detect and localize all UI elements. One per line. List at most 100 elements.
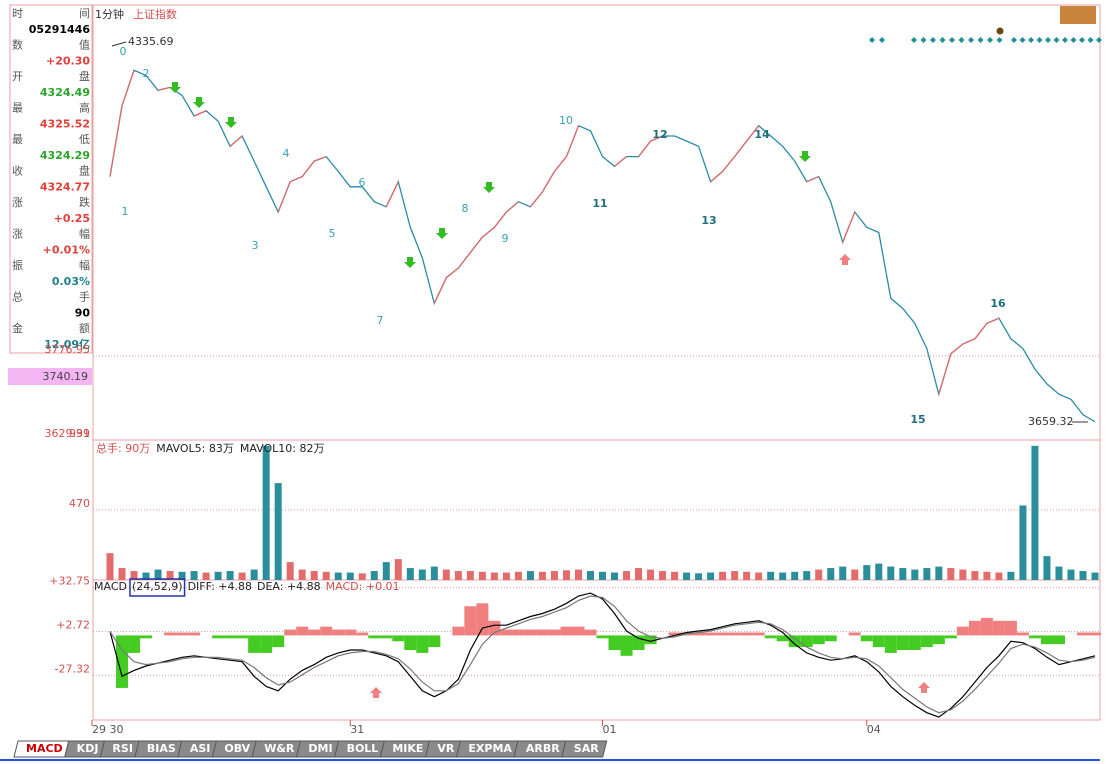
wave-label: 6 [359,176,366,189]
rise-segment [157,86,171,91]
macd-bar [704,632,717,636]
info-value: +20.30 [46,55,90,68]
macd-bar [500,629,513,636]
rise-segment [650,135,663,142]
rise-segment [385,181,399,208]
volume-bar [899,568,907,580]
param-box[interactable] [129,578,186,597]
rise-segment [301,160,315,177]
info-value: 4325.52 [40,118,90,131]
rise-segment [974,322,988,340]
volume-bar [947,568,955,580]
volume-bar [755,572,763,580]
tab-label[interactable]: ARBR [526,742,560,755]
tab-label[interactable]: W&R [264,742,295,755]
macd-bar [980,617,993,636]
volume-bar [166,571,174,580]
info-value: 90 [75,307,91,320]
rise-segment [806,175,819,183]
marker [1011,37,1017,43]
toolbar-icon[interactable] [1060,6,1096,24]
macd-bar [188,632,201,636]
marker [939,37,946,43]
macd-bar [1052,635,1065,645]
volume-legend: MAVOL10: 82万 [240,442,325,455]
volume-bar [1031,445,1039,580]
volume-bar [1067,569,1075,580]
tab-label[interactable]: DMI [308,742,332,755]
rise-segment [109,105,123,177]
marker [987,37,993,43]
macd-bar [752,632,765,636]
tab[interactable] [561,740,608,758]
marker [958,37,965,43]
volume-bar [502,572,510,580]
tab-label[interactable]: EXPMA [468,742,512,755]
up-arrow [370,687,382,698]
volume-bar [863,565,871,580]
volume-bar [1055,566,1063,580]
tab-label[interactable]: ASI [190,742,211,755]
macd-bar [968,620,981,636]
marker [1045,37,1051,43]
tab-label[interactable]: VR [437,742,455,755]
tab-label[interactable]: OBV [224,742,250,755]
down-arrow [169,82,181,93]
macd-bar [860,635,873,642]
rise-segment [445,267,459,279]
y-tick-label: 939 [69,427,90,440]
marker [911,37,917,43]
macd-bar [728,632,741,636]
macd-bar [572,626,585,636]
volume-bar [478,571,486,580]
volume-bar [202,572,210,580]
tab-label[interactable]: BIAS [147,742,176,755]
rise-segment [938,353,952,395]
tab-label[interactable]: KDJ [77,742,99,755]
rise-segment [529,191,543,208]
rise-segment [121,70,135,106]
rise-segment [481,226,495,238]
tab-label[interactable]: SAR [574,742,599,755]
volume-bar [550,571,558,580]
tab-label[interactable]: RSI [112,742,133,755]
macd-bar [956,626,969,636]
wave-label: 7 [377,314,384,327]
tab-label[interactable]: MIKE [392,742,423,755]
volume-bar [803,571,811,580]
macd-bar [296,626,309,636]
volume-bar [647,569,655,580]
rise-segment [710,170,724,183]
tab-label[interactable]: BOLL [347,742,379,755]
x-tick-label: 29 30 [92,723,124,736]
marker [1096,37,1102,43]
volume-bar [562,570,570,580]
volume-bar [226,571,234,580]
volume-bar [238,572,246,580]
volume-bar [875,563,883,580]
macd-bar [992,620,1005,636]
macd-bar [740,632,753,636]
down-arrow [225,117,237,128]
info-value: 12.09亿 [44,337,90,351]
macd-bar [392,635,405,642]
macd-bar [764,635,777,639]
down-arrow [483,182,495,193]
info-value: 05291446 [29,23,91,36]
volume-bar [130,571,138,580]
macd-bar [344,629,357,636]
tab-label[interactable]: MACD [26,742,63,755]
volume-bar [514,571,522,580]
cursor-box [8,368,92,385]
volume-bar [935,566,943,580]
marker [869,37,875,43]
volume-bar [995,572,1003,580]
macd-bar [824,635,837,642]
marker [930,37,936,43]
macd-legend: DEA: +4.88 [257,580,321,593]
macd-bar [464,606,477,636]
wave-label: 9 [502,232,509,245]
